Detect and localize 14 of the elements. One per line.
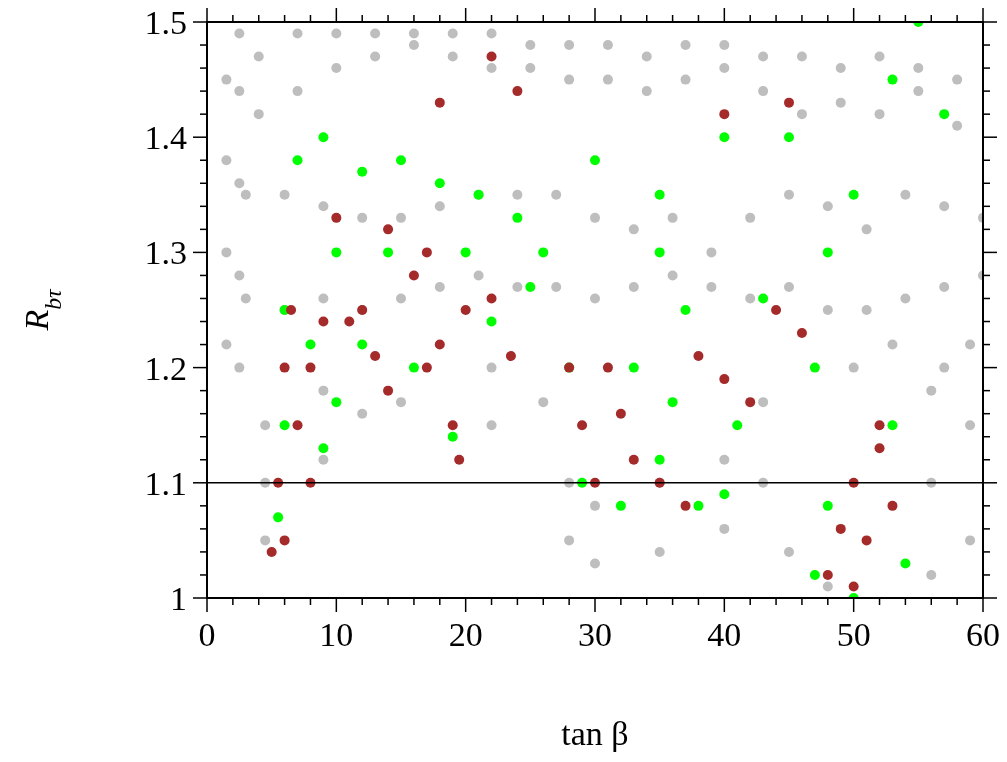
x-tick-label: 20 bbox=[448, 616, 483, 653]
x-tick-label: 60 bbox=[966, 616, 1000, 653]
y-tick-label: 1.4 bbox=[144, 119, 187, 157]
x-tick-label: 40 bbox=[707, 616, 742, 653]
x-tick-label: 0 bbox=[198, 616, 216, 653]
y-tick-label: 1.3 bbox=[144, 234, 187, 272]
x-tick-label: 30 bbox=[578, 616, 612, 653]
y-tick-label: 1.5 bbox=[144, 4, 187, 41]
x-tick-label: 10 bbox=[319, 616, 354, 653]
y-tick-label: 1 bbox=[170, 580, 187, 617]
x-axis-title: tan β bbox=[561, 715, 629, 752]
x-tick-label: 50 bbox=[836, 616, 871, 653]
y-tick-label: 1.2 bbox=[144, 349, 187, 387]
y-tick-label: 1.1 bbox=[144, 464, 187, 502]
